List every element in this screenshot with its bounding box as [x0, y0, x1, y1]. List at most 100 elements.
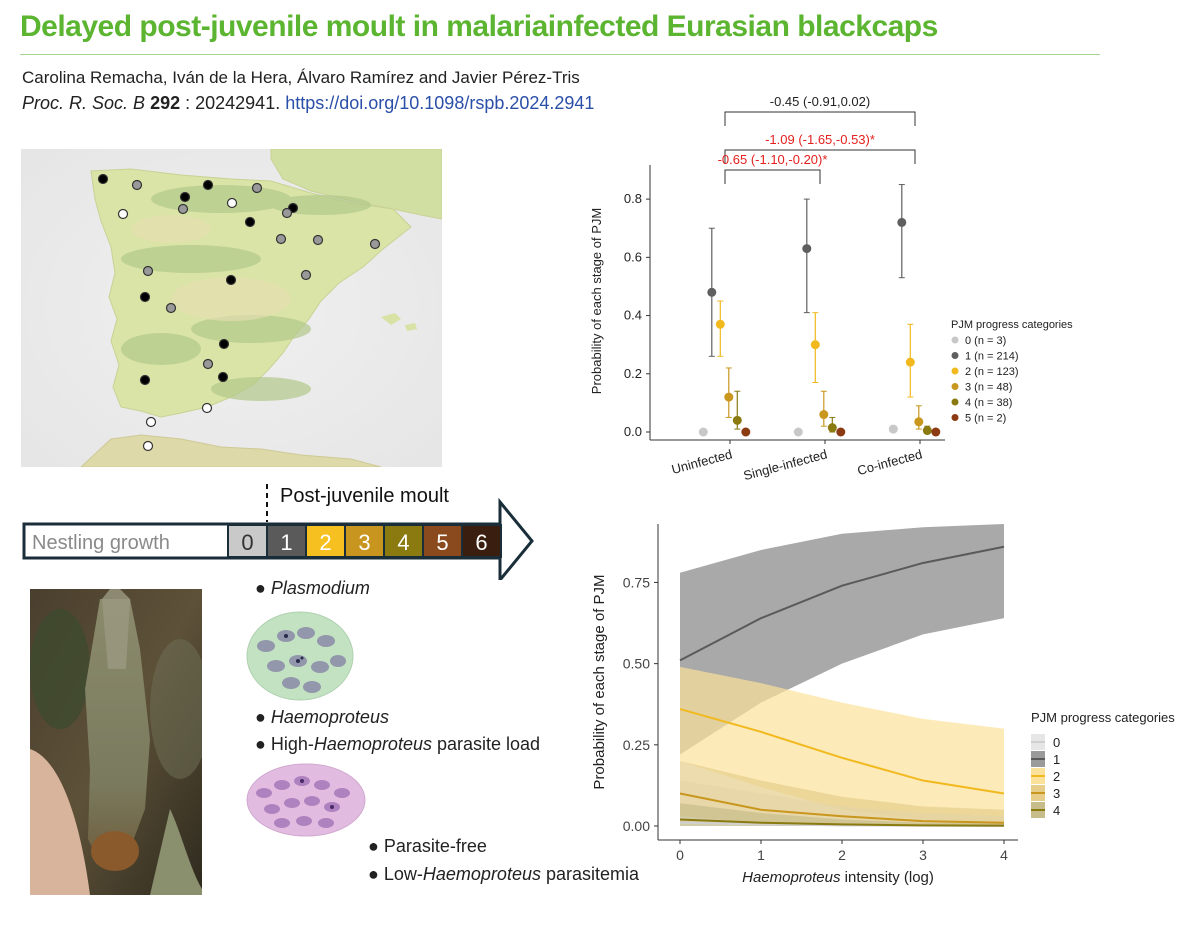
intensity-chart: 0.00 0.25 0.50 0.75 0 1 2 3 4 Probability of each… — [591, 524, 1175, 886]
data-point — [914, 417, 924, 427]
line-3 — [679, 792, 1005, 824]
parasites — [284, 634, 304, 663]
data-point — [715, 319, 725, 329]
bird-cap — [91, 831, 139, 871]
foliage — [30, 609, 90, 729]
site-point — [217, 371, 229, 383]
site-point — [275, 233, 287, 245]
legend-title: PJM progress categories — [951, 319, 1073, 331]
site-point — [139, 291, 151, 303]
stage-cell-5 — [422, 524, 463, 558]
stage-cell-6 — [461, 524, 502, 558]
title-divider — [20, 54, 1100, 55]
stage-cell-1 — [266, 524, 307, 558]
y-tick-label: 0.2 — [624, 366, 642, 381]
sampling-sites — [97, 173, 381, 452]
legend-label: 4 (n = 38) — [965, 397, 1012, 409]
x-tick-label-co-infected: Co-infected — [856, 446, 924, 478]
site-point — [312, 234, 324, 246]
volume: 292 — [150, 93, 181, 113]
legend-marker — [951, 352, 959, 359]
journal-name: Proc. R. Soc. B — [22, 93, 146, 113]
hand — [30, 749, 90, 895]
line-1 — [679, 545, 1005, 662]
series-5 — [741, 427, 941, 437]
data-point — [707, 287, 717, 297]
legend-label: 1 (n = 214) — [965, 351, 1019, 363]
bullet-icon: ● — [255, 578, 266, 598]
stage-label-2: 2 — [319, 530, 331, 555]
data-point — [698, 427, 708, 437]
site-point — [300, 269, 312, 281]
plasmodium-label: ● Plasmodium — [255, 578, 370, 599]
sleeve — [150, 809, 202, 895]
series-4 — [732, 390, 932, 436]
data-point — [827, 423, 837, 433]
site-point — [177, 203, 189, 215]
haemoproteus-label: ● Haemoproteus — [255, 707, 389, 728]
site-point — [226, 197, 238, 209]
site-point — [179, 191, 191, 203]
y-tick-label: 0.25 — [623, 737, 650, 753]
site-point — [225, 274, 237, 286]
data-point — [732, 415, 742, 425]
data-point — [897, 217, 907, 227]
high-load-prefix: High- — [270, 734, 314, 754]
bullet-icon: ● — [255, 734, 266, 754]
data-point — [819, 410, 829, 420]
y-axis-label: Probability of each stage of PJM — [589, 208, 604, 394]
site-point — [139, 374, 151, 386]
site-point — [165, 302, 177, 314]
data-point — [888, 424, 898, 434]
legend-label: 3 (n = 48) — [965, 382, 1012, 394]
data-point — [905, 357, 915, 367]
line-4 — [679, 818, 1005, 827]
data-point — [741, 427, 751, 437]
site-point — [131, 179, 143, 191]
series-2 — [715, 300, 915, 398]
site-point — [142, 440, 154, 452]
legend-label: 5 (n = 2) — [965, 413, 1006, 425]
boot — [150, 639, 202, 779]
haemoproteus-text: Haemoproteus — [270, 707, 389, 727]
post-juvenile-moult-label: Post-juvenile moult — [280, 485, 449, 507]
data-point — [802, 244, 812, 254]
plasmodium-blood-smear — [246, 611, 354, 701]
bird-body — [85, 599, 150, 864]
plateaus — [131, 215, 291, 321]
legend-marker — [951, 414, 959, 421]
doi-link[interactable]: https://doi.org/10.1098/rspb.2024.2941 — [285, 93, 595, 113]
data-point — [836, 427, 846, 437]
site-point — [244, 216, 256, 228]
parasites — [300, 779, 334, 809]
high-load-genus: Haemoproteus — [313, 734, 432, 754]
site-point — [202, 358, 214, 370]
data-point — [810, 340, 820, 350]
stage-cell-3 — [344, 524, 385, 558]
stage-label-3: 3 — [358, 530, 370, 555]
y-tick-label: 0.00 — [623, 818, 650, 834]
x-tick-label-uninfected: Uninfected — [670, 446, 734, 477]
data-point — [793, 427, 803, 437]
sampling-map — [21, 149, 442, 467]
authors: Carolina Remacha, Iván de la Hera, Álvar… — [22, 68, 580, 87]
blackcap-photo — [30, 589, 202, 895]
site-point — [97, 173, 109, 185]
x-tick-label: 2 — [838, 847, 846, 863]
legend-marker — [951, 367, 959, 375]
low-prefix: Low- — [383, 864, 423, 884]
stage-cell-4 — [383, 524, 424, 558]
stage-label-1: 1 — [280, 530, 292, 555]
page-title: Delayed post-juvenile moult in malariain… — [20, 10, 938, 43]
legend-label: 0 (n = 3) — [965, 335, 1006, 347]
x-tick-label-single-infected: Single-infected — [742, 446, 829, 483]
red-blood-cells — [257, 627, 346, 693]
data-point — [922, 426, 932, 436]
legend-label: 2 — [1053, 769, 1060, 784]
balearic-islands — [381, 313, 417, 331]
bird-tail — [102, 589, 130, 669]
legend-marker — [951, 383, 959, 390]
data-point — [724, 392, 734, 402]
high-load-label: ● High-Haemoproteus parasite load — [255, 734, 540, 755]
series-1 — [707, 184, 907, 357]
